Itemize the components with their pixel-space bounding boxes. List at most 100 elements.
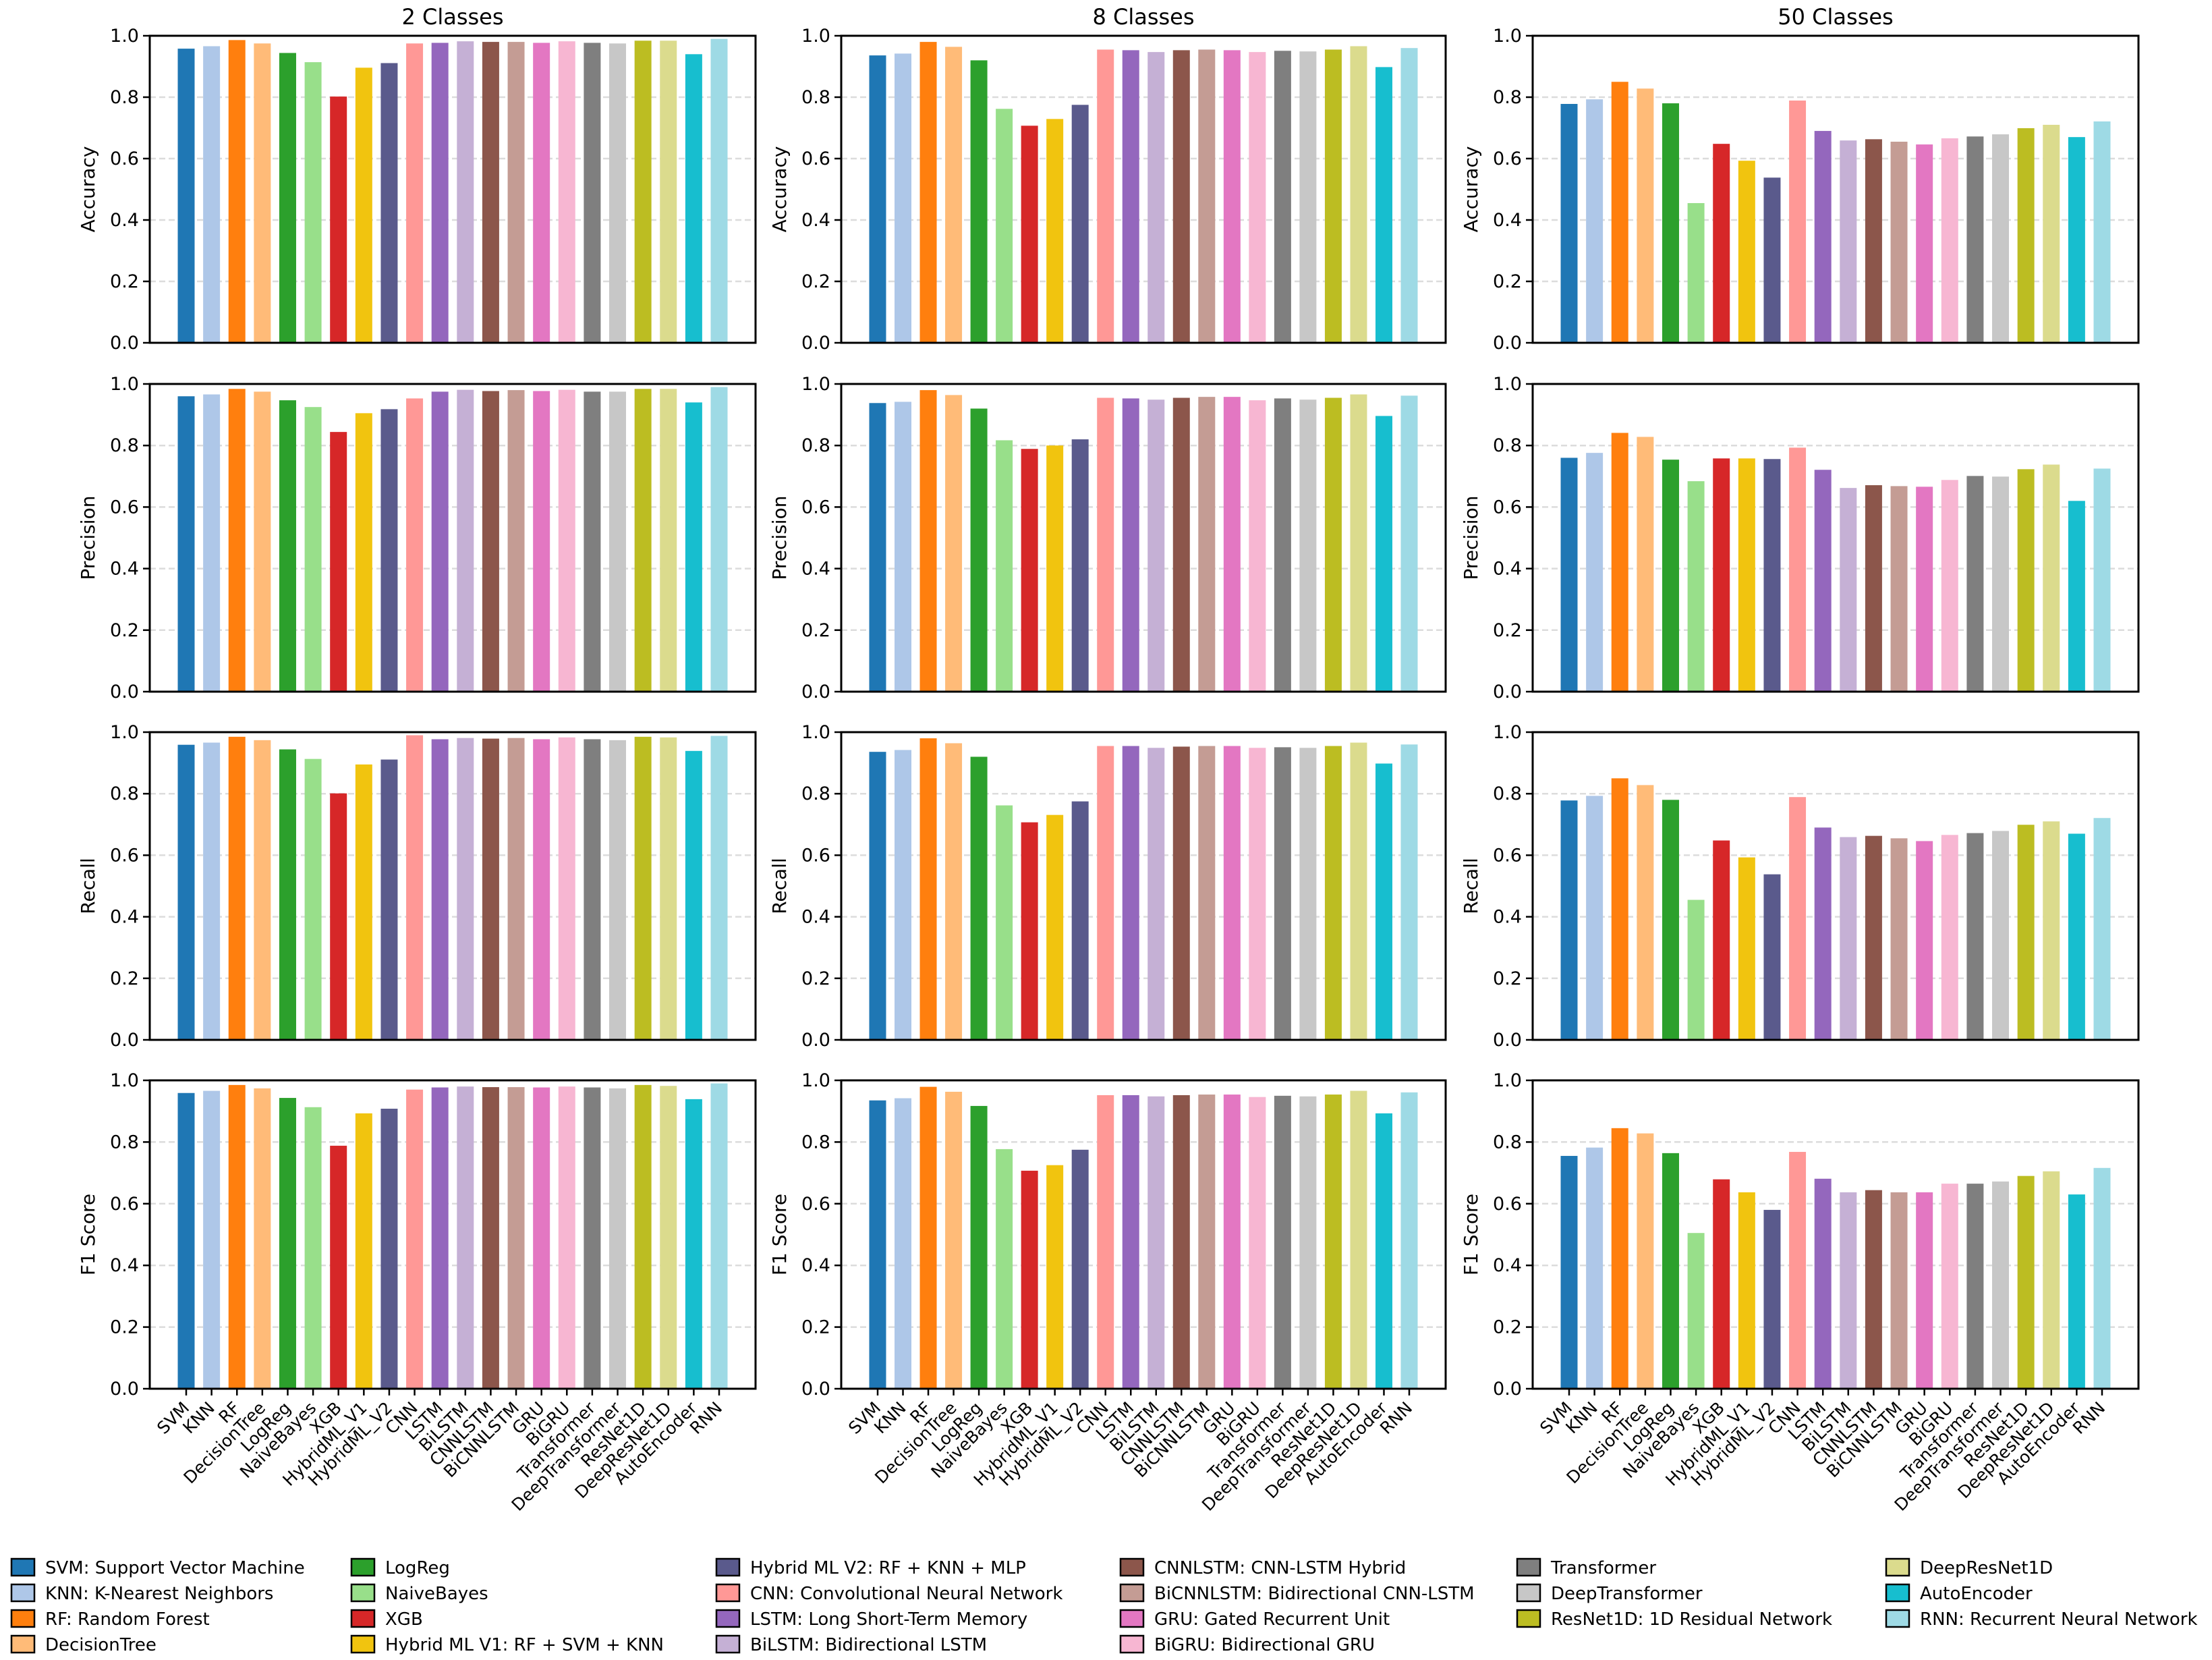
y-tick-label: 0.4 <box>110 907 139 928</box>
bar-CNNLSTM <box>482 42 499 343</box>
bar-DecisionTree <box>945 743 963 1040</box>
bar-DeepTransformer <box>609 391 627 692</box>
bar-CNNLSTM <box>1865 485 1882 692</box>
bar-CNN <box>1097 746 1114 1040</box>
bar-RNN <box>710 387 728 692</box>
bar-DeepResNet1D <box>660 40 677 343</box>
bar-DeepResNet1D <box>1350 46 1367 343</box>
bar-NaiveBayes <box>304 1107 322 1389</box>
y-tick-label: 0.2 <box>1493 968 1522 989</box>
legend-swatch <box>1885 1583 1910 1603</box>
bar-NaiveBayes <box>996 440 1013 692</box>
legend-label: KNN: K-Nearest Neighbors <box>45 1584 273 1604</box>
subplot-1-1: 0.0 0.2 0.4 0.6 0.8 1.0 Precision <box>768 374 1447 702</box>
legend-swatch <box>10 1609 36 1628</box>
legend-swatch <box>1119 1634 1145 1654</box>
legend-label: CNNLSTM: CNN-LSTM Hybrid <box>1154 1558 1406 1578</box>
legend-label: XGB <box>385 1609 423 1630</box>
y-tick-label: 1.0 <box>110 374 139 395</box>
y-tick-label: 1.0 <box>1493 26 1522 47</box>
y-tick-label: 1.0 <box>801 1070 830 1091</box>
legend-item: Transformer <box>1516 1557 1656 1578</box>
legend-label: NaiveBayes <box>385 1584 488 1604</box>
bar-CNN <box>406 735 424 1040</box>
y-tick-label: 0.0 <box>110 333 139 354</box>
bar-DeepResNet1D <box>2043 464 2060 692</box>
y-tick-label: 0.0 <box>801 682 830 702</box>
bar-NaiveBayes <box>1687 202 1705 343</box>
bar-ResNet1D <box>1324 397 1342 692</box>
bar-CNNLSTM <box>482 391 499 692</box>
bar-RNN <box>2093 121 2111 343</box>
bar-RNN <box>1400 744 1418 1040</box>
legend-label: RF: Random Forest <box>45 1609 210 1630</box>
bar-Transformer <box>1966 476 1984 692</box>
bar-GRU <box>1223 50 1241 343</box>
bar-BiLSTM <box>1840 488 1857 692</box>
bar-DeepTransformer <box>1992 831 2010 1040</box>
legend-swatch <box>1119 1583 1145 1603</box>
bar-CNNLSTM <box>482 738 499 1040</box>
y-tick-label: 1.0 <box>110 722 139 743</box>
y-tick-label: 0.8 <box>1493 435 1522 456</box>
legend-item: Hybrid ML V2: RF + KNN + MLP <box>715 1557 1026 1578</box>
legend-swatch <box>1516 1557 1541 1577</box>
bar-GRU <box>1916 841 1933 1040</box>
bar-NaiveBayes <box>304 407 322 692</box>
bar-ResNet1D <box>634 736 652 1040</box>
y-tick-label: 0.4 <box>1493 907 1522 928</box>
bar-AutoEncoder <box>1375 763 1392 1040</box>
bar-BiLSTM <box>1147 399 1165 692</box>
bar-XGB <box>1021 126 1038 343</box>
bar-XGB <box>1021 822 1038 1040</box>
bar-CNNLSTM <box>1865 139 1882 343</box>
bar-KNN <box>203 46 221 343</box>
bar-DeepTransformer <box>609 1088 627 1389</box>
bar-LogReg <box>970 1105 988 1389</box>
legend-item: Hybrid ML V1: RF + SVM + KNN <box>350 1634 664 1655</box>
bar-ResNet1D <box>2017 128 2035 343</box>
bar-BiGRU <box>1941 1184 1958 1389</box>
y-tick-label: 0.8 <box>1493 87 1522 108</box>
bar-AutoEncoder <box>685 750 702 1040</box>
bar-DeepResNet1D <box>1350 742 1367 1040</box>
bar-NaiveBayes <box>304 758 322 1040</box>
y-tick-label: 0.4 <box>801 559 830 580</box>
bar-BiLSTM <box>1147 748 1165 1040</box>
y-tick-label: 0.6 <box>110 1194 139 1215</box>
bar-LSTM <box>1122 50 1139 343</box>
bar-Transformer <box>1274 398 1291 692</box>
y-tick-label: 0.4 <box>801 1255 830 1276</box>
y-tick-label: 0.2 <box>110 271 139 292</box>
legend-item: LogReg <box>350 1557 450 1578</box>
y-axis-label: F1 Score <box>768 1194 791 1275</box>
y-tick-label: 0.6 <box>1493 497 1522 518</box>
bar-XGB <box>330 793 347 1040</box>
bar-XGB <box>1713 840 1730 1040</box>
bar-Transformer <box>1274 51 1291 343</box>
bar-NaiveBayes <box>1687 900 1705 1040</box>
bar-NaiveBayes <box>996 805 1013 1040</box>
y-tick-label: 0.4 <box>1493 1255 1522 1276</box>
bar-DeepTransformer <box>1299 51 1317 343</box>
y-tick-label: 1.0 <box>801 722 830 743</box>
y-tick-label: 0.8 <box>110 783 139 804</box>
legend-item: AutoEncoder <box>1885 1583 2033 1604</box>
bar-RF <box>919 42 937 343</box>
bar-BiCNNLSTM <box>1198 49 1216 343</box>
bar-DeepTransformer <box>1992 1181 2010 1389</box>
bar-KNN <box>203 1090 221 1389</box>
bar-Transformer <box>1966 1184 1984 1389</box>
bar-HybridML_V2 <box>380 63 398 343</box>
y-axis-label: Accuracy <box>77 146 99 233</box>
bar-HybridML_V2 <box>1763 177 1781 343</box>
bar-GRU <box>1916 144 1933 343</box>
y-tick-label: 0.4 <box>801 210 830 231</box>
bar-BiGRU <box>1249 400 1266 692</box>
legend-item: ResNet1D: 1D Residual Network <box>1516 1609 1832 1630</box>
bar-KNN <box>895 402 912 692</box>
bar-DeepTransformer <box>1299 399 1317 692</box>
bar-Transformer <box>584 391 601 692</box>
bar-KNN <box>895 53 912 343</box>
legend-swatch <box>1119 1557 1145 1577</box>
